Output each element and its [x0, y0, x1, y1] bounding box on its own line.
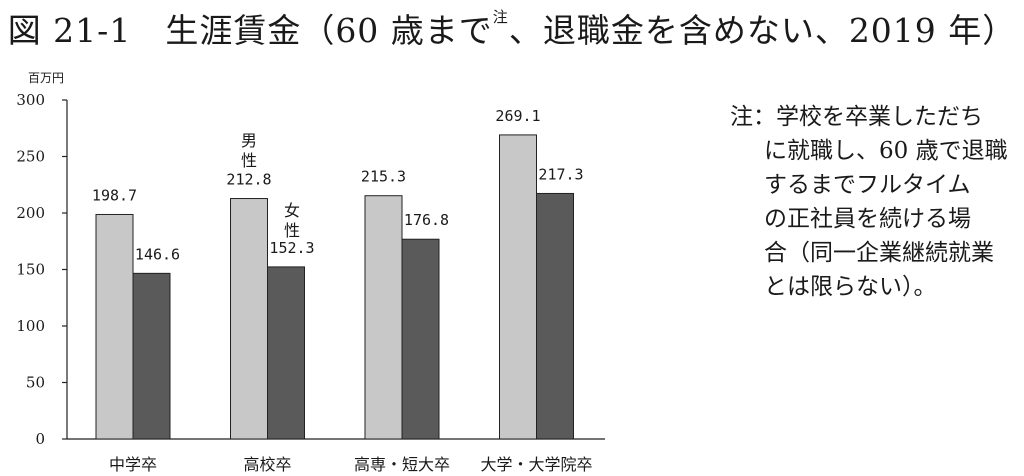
bar-female — [401, 238, 440, 440]
legend-male-char-2: 性 — [241, 151, 257, 170]
data-label-female: 217.3 — [538, 165, 583, 183]
footnote-line-1: 注：学校を卒業しただち — [730, 104, 983, 130]
x-category-label: 高校卒 — [243, 455, 291, 474]
footnote-line-5: 合（同一企業継続就業 — [764, 240, 994, 266]
data-label-male: 269.1 — [495, 107, 540, 125]
data-label-female: 146.6 — [135, 245, 180, 263]
bar-female — [132, 272, 171, 440]
legend-female-char-2: 性 — [284, 221, 300, 240]
data-label-female: 152.3 — [269, 239, 314, 257]
x-category-label: 高専・短大卒 — [354, 455, 450, 474]
footnote-line-2: に就職し、60 歳で退職 — [764, 138, 1008, 164]
y-tick-label: 50 — [26, 374, 45, 392]
y-tick-label: 200 — [16, 204, 45, 222]
bar-chart: 百万円 0 50 100 150 200 250 300 198.7 146.6 中学卒 212.8 1… — [16, 71, 605, 474]
bar-male — [95, 213, 134, 440]
y-axis-unit-label: 百万円 — [28, 71, 64, 85]
legend-female-char-1: 女 — [284, 201, 300, 220]
footnote: 注：学校を卒業しただち に就職し、60 歳で退職 するまでフルタイム の正社員を… — [730, 100, 1020, 304]
data-label-male: 215.3 — [361, 168, 406, 186]
footnote-line-3: するまでフルタイム — [764, 172, 971, 198]
bar-male — [230, 198, 268, 440]
data-label-male: 198.7 — [92, 186, 137, 204]
y-tick-label: 250 — [16, 148, 45, 166]
y-tick-label: 0 — [35, 430, 45, 448]
x-category-label: 中学卒 — [109, 455, 157, 474]
y-tick-label: 100 — [16, 317, 45, 335]
y-tick-label: 150 — [16, 261, 45, 279]
bar-female — [536, 192, 574, 440]
y-tick-label: 300 — [16, 91, 45, 109]
legend-male-char-1: 男 — [241, 131, 257, 150]
bar-male — [499, 134, 537, 440]
footnote-line-4: の正社員を続ける場 — [764, 206, 971, 232]
data-label-female: 176.8 — [404, 211, 449, 229]
data-label-male: 212.8 — [226, 171, 271, 189]
bar-female — [267, 266, 305, 440]
footnote-line-6: とは限らない）。 — [764, 274, 937, 300]
x-category-label: 大学・大学院卒 — [480, 455, 592, 474]
bar-male — [364, 195, 403, 440]
title-note-mark: 注 — [492, 8, 509, 26]
chart-title: 図 21-1 生涯賃金（60 歳まで注、退職金を含めない、2019 年） — [7, 8, 1017, 50]
